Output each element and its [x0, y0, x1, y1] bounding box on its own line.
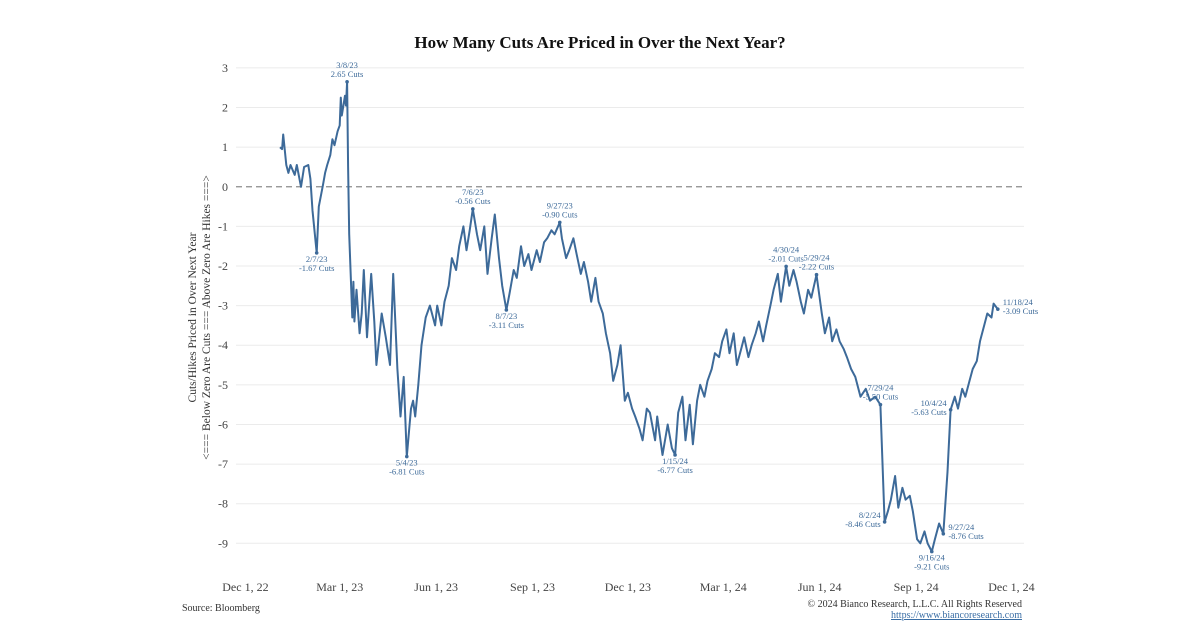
annotation-point — [471, 207, 475, 211]
annotation-date: 9/16/24 — [919, 553, 946, 563]
y-tick-label: -6 — [218, 417, 228, 431]
annotation-value: -9.21 Cuts — [914, 562, 949, 572]
annotation-date: 8/2/24 — [859, 510, 881, 520]
x-tick-label: Mar 1, 24 — [700, 580, 747, 594]
y-tick-label: -2 — [218, 259, 228, 273]
annotation-value: -3.09 Cuts — [1003, 306, 1038, 316]
annotation-date: 5/29/24 — [804, 253, 831, 263]
y-tick-label: 1 — [222, 140, 228, 154]
annotation-point — [405, 454, 409, 459]
annotation-point — [814, 272, 819, 277]
annotation-date: 3/8/23 — [336, 60, 358, 70]
y-tick-label: -8 — [218, 497, 228, 511]
annotation-date: 11/18/24 — [1003, 297, 1034, 307]
annotation-value: -3.11 Cuts — [489, 320, 524, 330]
y-axis-sublabel: <=== Below Zero Are Cuts === Above Zero … — [201, 175, 213, 460]
annotation-value: -6.81 Cuts — [389, 467, 424, 477]
annotation-value: -6.77 Cuts — [657, 465, 692, 475]
annotation-date: 8/7/23 — [495, 311, 517, 321]
annotation-point — [996, 307, 1000, 311]
source-note: Source: Bloomberg — [182, 603, 260, 614]
y-tick-label: -3 — [218, 299, 228, 313]
x-tick-label: Dec 1, 23 — [605, 580, 651, 594]
x-tick-label: Dec 1, 22 — [222, 580, 268, 594]
y-tick-label: 3 — [222, 61, 228, 75]
series-line — [279, 80, 999, 553]
copyright-block: © 2024 Bianco Research, L.L.C. All Right… — [807, 599, 1022, 621]
y-tick-label: 0 — [222, 180, 228, 194]
annotation-value: -1.67 Cuts — [299, 263, 334, 273]
y-axis-label: Cuts/Hikes Priced in Over Next Year — [187, 232, 199, 402]
annotation-date: 9/27/24 — [948, 522, 975, 532]
annotation-date: 2/7/23 — [306, 254, 328, 264]
x-tick-label: Jun 1, 23 — [414, 580, 458, 594]
x-tick-label: Mar 1, 23 — [316, 580, 363, 594]
annotation-point — [948, 408, 953, 412]
annotation-date: 7/29/24 — [867, 383, 894, 393]
annotation-value: -8.46 Cuts — [845, 519, 880, 529]
annotation-value: -0.90 Cuts — [542, 209, 577, 219]
annotation-point — [882, 520, 887, 524]
annotation-value: -2.01 Cuts — [768, 253, 803, 263]
annotation-point — [929, 549, 934, 554]
copyright-text: © 2024 Bianco Research, L.L.C. All Right… — [807, 599, 1022, 610]
chart-title: How Many Cuts Are Priced in Over the Nex… — [414, 33, 786, 52]
annotation-point — [557, 220, 562, 225]
annotation-value: -5.63 Cuts — [911, 407, 946, 417]
annotation-value: -8.76 Cuts — [948, 531, 983, 541]
annotation-point — [673, 453, 677, 457]
x-tick-label: Jun 1, 24 — [798, 580, 842, 594]
annotation-value: -5.50 Cuts — [863, 392, 898, 402]
annotation-date: 5/4/23 — [396, 458, 418, 468]
website-link[interactable]: https://www.biancoresearch.com — [891, 610, 1022, 621]
x-tick-label: Sep 1, 24 — [894, 580, 939, 594]
annotation-point — [504, 308, 509, 312]
x-tick-label: Sep 1, 23 — [510, 580, 555, 594]
annotation-point — [314, 251, 319, 255]
y-tick-label: -9 — [218, 536, 228, 550]
annotation-date: 7/6/23 — [462, 187, 484, 197]
annotation-date: 4/30/24 — [773, 244, 800, 254]
annotation-date: 10/4/24 — [921, 398, 948, 408]
annotation-point — [345, 79, 349, 84]
x-tick-label: Dec 1, 24 — [988, 580, 1034, 594]
y-tick-label: 2 — [222, 101, 228, 115]
annotation-value: -0.56 Cuts — [455, 196, 490, 206]
y-tick-label: -5 — [218, 378, 228, 392]
annotation-date: 9/27/23 — [547, 200, 573, 210]
annotation-date: 1/15/24 — [662, 456, 689, 466]
annotation-point — [878, 402, 883, 407]
annotation-point — [941, 532, 946, 536]
annotation-value: 2.65 Cuts — [331, 69, 364, 79]
y-tick-label: -4 — [218, 338, 228, 352]
y-tick-label: -1 — [218, 219, 228, 233]
y-tick-label: -7 — [218, 457, 228, 471]
annotation-value: -2.22 Cuts — [799, 262, 834, 272]
annotation-point — [784, 264, 788, 269]
